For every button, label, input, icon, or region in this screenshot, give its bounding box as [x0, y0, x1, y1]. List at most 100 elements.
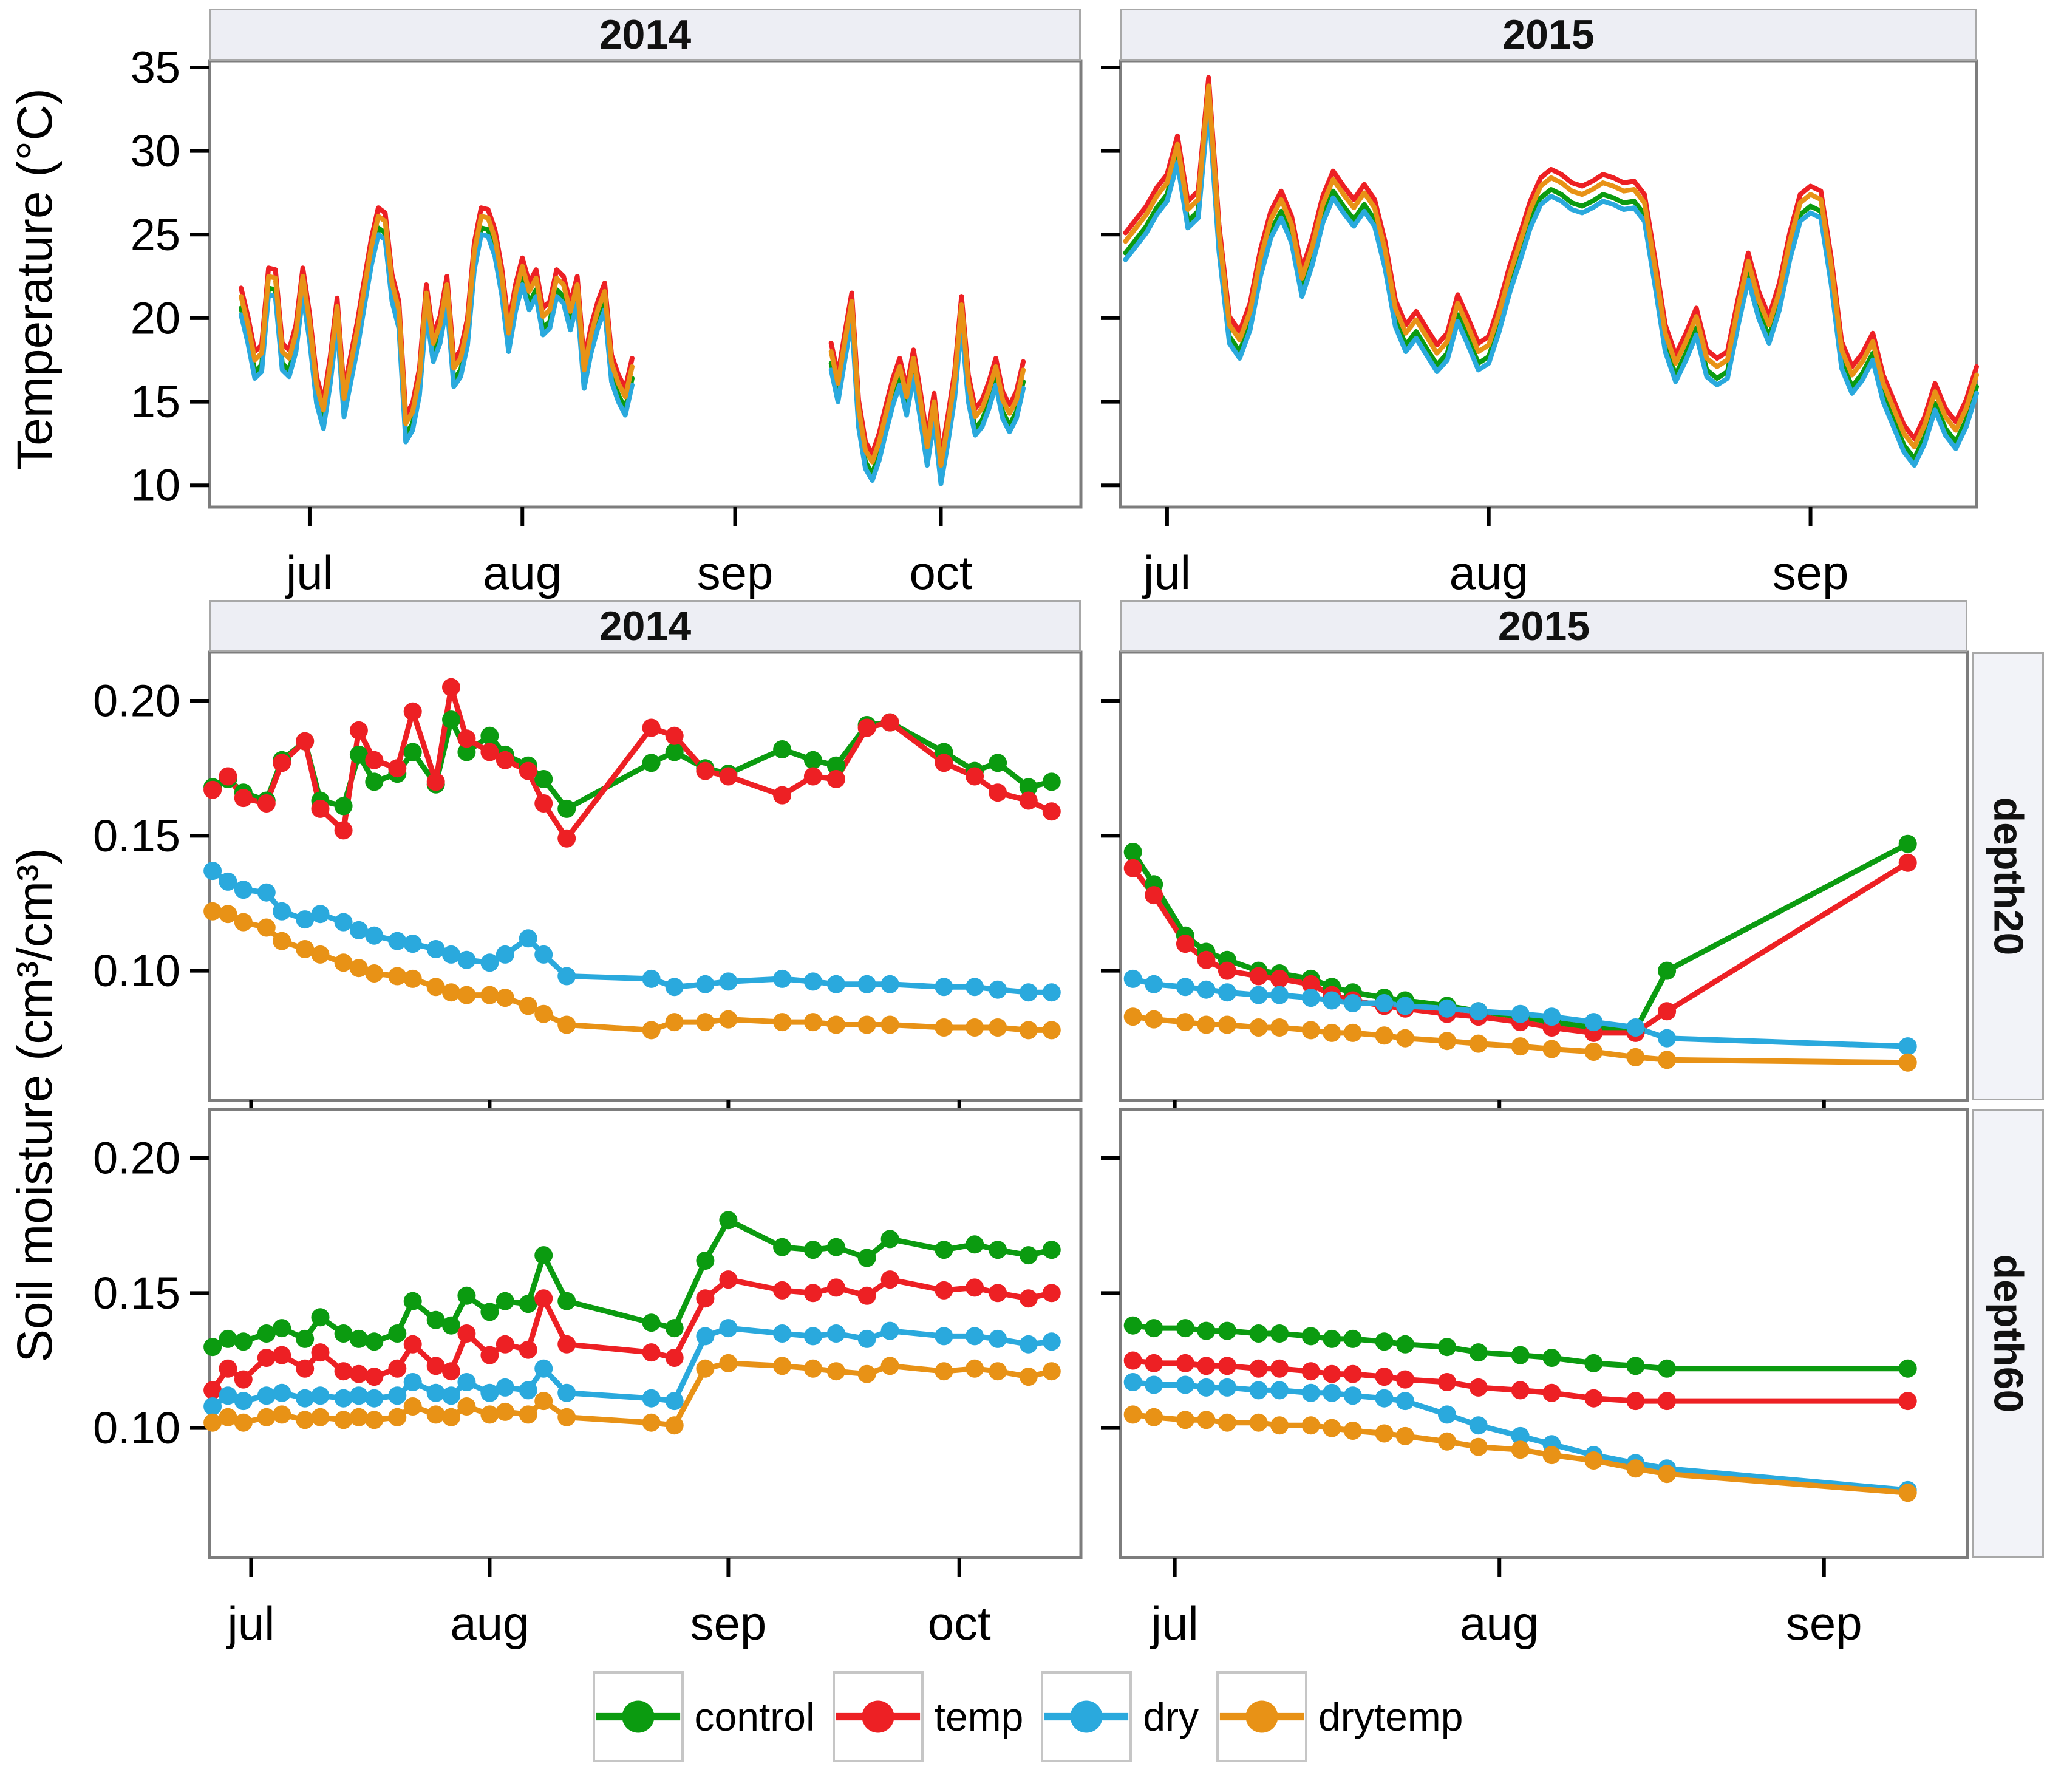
data-point-drytemp: [1249, 1413, 1268, 1432]
data-point-dry: [642, 969, 661, 988]
data-point-temp: [966, 1278, 984, 1297]
data-point-temp: [935, 1281, 953, 1300]
x-tick-label: jul: [226, 1596, 274, 1650]
data-point-temp: [296, 1359, 315, 1378]
data-point-control: [1042, 1241, 1061, 1259]
data-point-control: [1323, 1329, 1341, 1348]
data-point-drytemp: [311, 945, 330, 964]
data-point-drytemp: [1218, 1015, 1236, 1034]
data-point-control: [989, 1241, 1007, 1259]
legend-label: control: [694, 1694, 815, 1739]
data-point-temp: [365, 751, 384, 769]
data-point-dry: [1145, 975, 1163, 993]
data-point-drytemp: [880, 1015, 899, 1034]
data-point-control: [1343, 1329, 1362, 1348]
data-point-dry: [334, 913, 353, 932]
data-point-control: [773, 740, 792, 758]
data-point-drytemp: [403, 1397, 422, 1416]
x-tick-label: aug: [450, 1596, 529, 1650]
data-point-drytemp: [442, 1408, 460, 1426]
data-point-control: [1176, 1319, 1194, 1338]
y-tick-label: 35: [131, 43, 180, 93]
data-point-dry: [1019, 983, 1038, 1002]
strip-temp-2015: 2015: [1120, 9, 1977, 61]
data-point-drytemp: [365, 964, 384, 983]
data-point-temp: [665, 1349, 684, 1367]
series-line-dry: [239, 232, 1026, 486]
strip-depth20: depth20: [1972, 652, 2044, 1100]
data-point-temp: [803, 767, 822, 786]
data-point-temp: [234, 1370, 253, 1389]
data-point-dry: [203, 1397, 222, 1416]
data-point-drytemp: [442, 983, 460, 1002]
data-point-drytemp: [1626, 1048, 1645, 1066]
data-point-dry: [1396, 1392, 1414, 1411]
series-line-drytemp: [1123, 83, 1979, 449]
data-point-control: [1438, 1338, 1456, 1357]
data-point-temp: [496, 751, 514, 769]
x-tick-label: sep: [1786, 1596, 1862, 1650]
data-point-temp: [442, 678, 460, 697]
data-point-temp: [219, 1359, 237, 1378]
data-point-control: [234, 1332, 253, 1351]
data-point-dry: [966, 1327, 984, 1346]
data-point-dry: [696, 1327, 715, 1346]
data-point-temp: [403, 702, 422, 721]
data-point-temp: [1042, 1284, 1061, 1303]
data-point-temp: [334, 1362, 353, 1381]
data-point-temp: [257, 1349, 276, 1367]
data-point-temp: [311, 1343, 330, 1362]
data-point-dry: [296, 910, 315, 929]
data-point-dry: [1375, 1389, 1394, 1408]
data-point-control: [1626, 1357, 1645, 1375]
data-point-temp: [557, 829, 576, 848]
data-point-dry: [480, 1383, 499, 1402]
data-point-control: [642, 754, 661, 772]
data-point-dry: [457, 950, 476, 969]
data-point-drytemp: [1123, 1007, 1142, 1026]
data-point-dry: [1584, 1013, 1603, 1032]
data-point-temp: [1270, 1359, 1289, 1378]
data-point-dry: [234, 881, 253, 899]
data-point-control: [880, 1230, 899, 1249]
data-point-drytemp: [1438, 1432, 1456, 1451]
data-point-temp: [642, 1343, 661, 1362]
data-point-drytemp: [1396, 1426, 1414, 1445]
data-point-dry: [665, 978, 684, 997]
data-point-temp: [519, 761, 537, 780]
y-tick-label: 0.15: [93, 811, 180, 861]
data-point-temp: [273, 754, 291, 772]
data-point-dry: [665, 1392, 684, 1411]
strip-depth60: depth60: [1972, 1109, 2044, 1558]
data-point-control: [966, 1235, 984, 1254]
x-tick-label: sep: [1773, 546, 1849, 599]
data-point-dry: [935, 1327, 953, 1346]
legend-label: temp: [934, 1694, 1024, 1739]
data-point-dry: [557, 1383, 576, 1402]
data-point-drytemp: [989, 1362, 1007, 1381]
data-point-temp: [219, 767, 237, 786]
data-point-temp: [696, 1289, 715, 1308]
data-point-drytemp: [496, 989, 514, 1007]
data-point-dry: [1218, 1378, 1236, 1397]
data-point-control: [442, 1316, 460, 1335]
data-point-temp: [1019, 1289, 1038, 1308]
data-point-temp: [496, 1335, 514, 1354]
data-point-drytemp: [311, 1408, 330, 1426]
data-point-control: [803, 1241, 822, 1259]
data-point-control: [534, 770, 553, 788]
data-point-drytemp: [349, 1408, 368, 1426]
data-point-control: [1375, 1332, 1394, 1351]
strip-label: 2015: [1502, 12, 1595, 58]
data-point-dry: [334, 1389, 353, 1408]
data-point-temp: [1197, 1357, 1216, 1375]
data-point-temp: [203, 780, 222, 799]
data-point-control: [349, 1329, 368, 1348]
data-point-drytemp: [1323, 1419, 1341, 1437]
x-tick-label: jul: [1142, 546, 1191, 599]
data-point-temp: [1323, 1364, 1341, 1383]
data-point-drytemp: [1396, 1029, 1414, 1048]
series-line-temp: [209, 1276, 1055, 1393]
data-point-drytemp: [966, 1018, 984, 1037]
